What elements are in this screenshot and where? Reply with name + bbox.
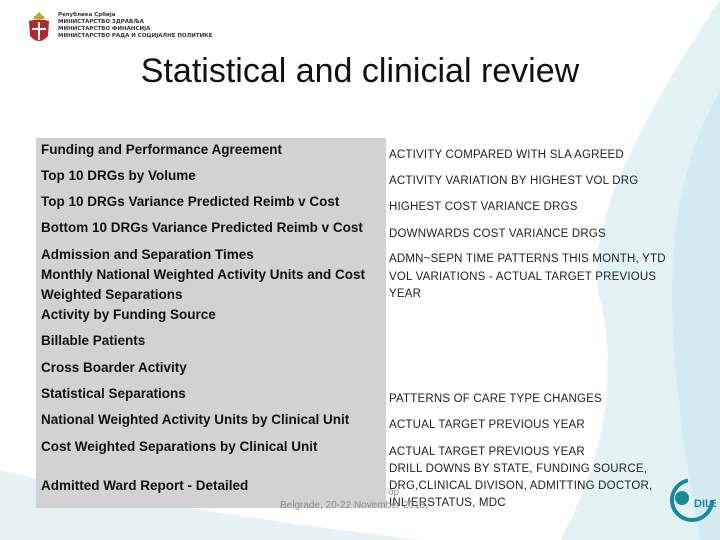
report-list-panel xyxy=(36,138,386,508)
ministry-line: МИНИСТАРСТВО ФИНАНСИЈА xyxy=(58,26,151,32)
ministry-logo: Република Србија МИНИСТАРСТВО ЗДРАВЉА МИ… xyxy=(26,10,216,62)
dils-logo-text: DILS xyxy=(694,498,716,510)
report-item: Admission and Separation Times xyxy=(41,247,254,262)
dils-logo-icon: DILS xyxy=(670,478,716,522)
report-description: ACTUAL TARGET PREVIOUS YEAR xyxy=(389,419,585,431)
report-description: ACTUAL TARGET PREVIOUS YEAR xyxy=(389,446,585,458)
report-description: PATTERNS OF CARE TYPE CHANGES xyxy=(389,393,602,405)
report-description: DRG,CLINICAL DIVISON, ADMITTING DOCTOR, xyxy=(389,480,653,492)
report-description: HIGHEST COST VARIANCE DRGS xyxy=(389,201,578,213)
ministry-line: Република Србија xyxy=(58,12,116,18)
report-item: Top 10 DRGs by Volume xyxy=(41,168,196,183)
report-item: Bottom 10 DRGs Variance Predicted Reimb … xyxy=(41,220,363,235)
ministry-line: МИНИСТАРСТВО РАДА И СОЦИЈАЛНЕ ПОЛИТИКЕ xyxy=(58,33,213,39)
slide-title-text: Statistical and clinicial review xyxy=(140,52,580,90)
report-item: Monthly National Weighted Activity Units… xyxy=(41,267,366,282)
footer-date: Belgrade, 20-22 November 2013. xyxy=(280,500,428,511)
report-item: Cost Weighted Separations by Clinical Un… xyxy=(41,439,318,454)
footer-fragment: op xyxy=(388,487,400,498)
report-description: DRILL DOWNS BY STATE, FUNDING SOURCE, xyxy=(389,463,648,475)
report-description: ACTIVITY COMPARED WITH SLA AGREED xyxy=(389,149,624,161)
report-item: National Weighted Activity Units by Clin… xyxy=(41,412,350,427)
report-item: Cross Boarder Activity xyxy=(41,360,187,375)
report-item: Statistical Separations xyxy=(41,386,186,401)
ministry-names: Република Србија МИНИСТАРСТВО ЗДРАВЉА МИ… xyxy=(58,12,218,40)
report-item: Billable Patients xyxy=(41,333,146,348)
report-item: Admitted Ward Report - Detailed xyxy=(41,478,249,493)
report-item: Funding and Performance Agreement xyxy=(41,142,283,157)
report-item: Top 10 DRGs Variance Predicted Reimb v C… xyxy=(41,194,340,209)
report-description: DOWNWARDS COST VARIANCE DRGS xyxy=(389,228,606,240)
report-item: Activity by Funding Source xyxy=(41,307,216,322)
report-description: YEAR xyxy=(389,288,422,300)
report-description: INLIERSTATUS, MDC xyxy=(389,497,506,509)
report-item: Weighted Separations xyxy=(41,287,183,302)
slide-title: Statistical and clinicial review xyxy=(0,52,720,91)
ministry-line: МИНИСТАРСТВО ЗДРАВЉА xyxy=(58,19,144,25)
report-description: ADMN~SEPN TIME PATTERNS THIS MONTH, YTD xyxy=(389,253,666,265)
report-description: VOL VARIATIONS - ACTUAL TARGET PREVIOUS xyxy=(389,271,657,283)
report-description: ACTIVITY VARIATION BY HIGHEST VOL DRG xyxy=(389,175,639,187)
serbian-crest-icon xyxy=(29,12,49,41)
